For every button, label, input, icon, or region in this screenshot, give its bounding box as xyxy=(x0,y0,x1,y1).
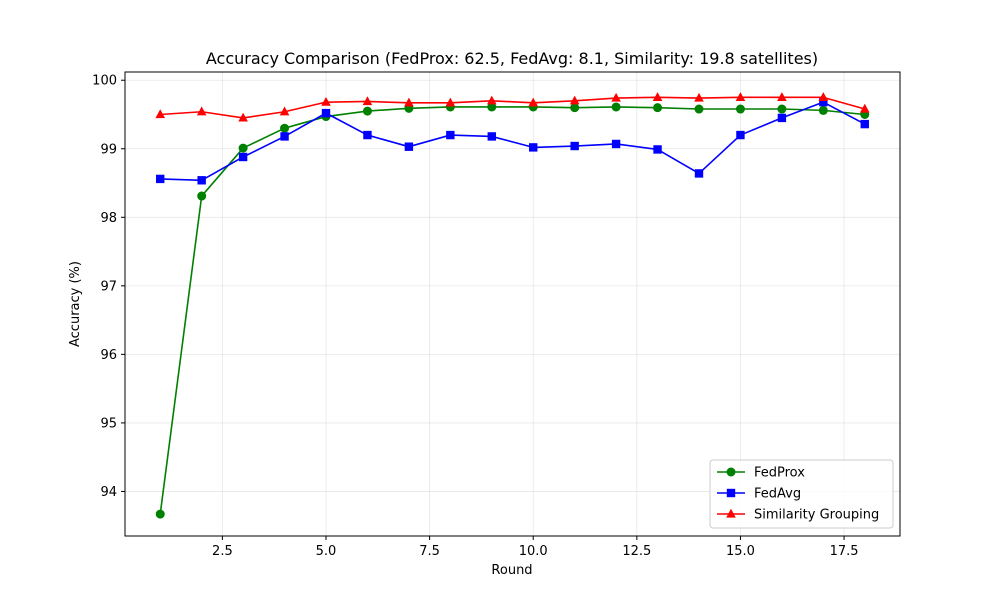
legend-label-fedavg: FedAvg xyxy=(754,487,801,502)
legend-label-fedprox: FedProx xyxy=(754,466,805,481)
data-point-fedavg xyxy=(819,97,828,107)
data-point-similarity-grouping xyxy=(694,92,704,102)
x-tick-label: 7.5 xyxy=(419,544,440,559)
data-point-fedavg xyxy=(404,142,414,151)
legend-marker-fedavg xyxy=(726,488,736,498)
y-tick-label: 98 xyxy=(100,211,117,226)
data-point-similarity-grouping xyxy=(445,97,456,107)
data-point-fedavg xyxy=(197,176,206,185)
legend-box xyxy=(709,459,894,529)
y-tick-label: 100 xyxy=(92,74,117,89)
data-point-fedavg xyxy=(487,132,496,141)
data-point-similarity-grouping xyxy=(528,97,539,107)
series-line-fedprox xyxy=(159,106,865,515)
data-point-fedavg xyxy=(653,145,662,154)
data-point-fedprox xyxy=(362,106,372,116)
data-point-fedavg xyxy=(238,152,248,162)
data-point-fedavg xyxy=(860,119,869,129)
data-point-fedprox xyxy=(694,104,704,114)
series-similarity-grouping xyxy=(155,92,870,122)
x-tick-label: 17.5 xyxy=(830,544,859,559)
series-fedavg xyxy=(156,97,869,185)
y-tick-label: 99 xyxy=(100,142,117,157)
x-tick-label: 12.5 xyxy=(622,544,651,559)
x-tick-label: 2.5 xyxy=(212,544,233,559)
data-point-fedprox xyxy=(238,143,248,153)
y-tick-label: 95 xyxy=(100,416,117,431)
data-point-similarity-grouping xyxy=(196,106,207,116)
data-point-similarity-grouping xyxy=(652,92,663,101)
data-point-fedprox xyxy=(653,103,663,113)
data-point-similarity-grouping xyxy=(777,92,787,101)
data-point-similarity-grouping xyxy=(155,109,166,119)
data-point-similarity-grouping xyxy=(404,97,414,107)
data-point-fedprox xyxy=(570,103,580,113)
data-point-fedavg xyxy=(280,132,289,141)
data-point-similarity-grouping xyxy=(486,95,497,105)
legend-entry-fedprox: FedProx xyxy=(717,466,805,481)
data-point-fedavg xyxy=(529,143,538,152)
data-point-fedprox xyxy=(777,104,787,114)
legend-entry-similarity-grouping: Similarity Grouping xyxy=(717,508,879,523)
grid-lines xyxy=(125,72,900,536)
legend-marker-similarity-grouping xyxy=(726,508,736,518)
y-tick-label: 97 xyxy=(100,279,117,294)
data-point-fedavg xyxy=(446,130,455,140)
series-layer xyxy=(155,92,870,519)
plot-frame xyxy=(124,71,901,537)
y-axis-title: Accuracy (%) xyxy=(68,261,83,347)
legend: FedProx FedAvg Similarity Grouping xyxy=(709,459,894,529)
data-point-similarity-grouping xyxy=(279,106,290,116)
data-point-similarity-grouping xyxy=(818,92,829,101)
y-tick-label: 96 xyxy=(100,348,117,363)
x-tick-label: 10.0 xyxy=(519,544,548,559)
x-tick-label: 15.0 xyxy=(726,544,755,559)
legend-marker-fedprox xyxy=(726,467,736,477)
axis-ticks: 2.5 5.0 7.5 10.0 12.5 15.0 17.5 94 95 96 97 98 99 100 xyxy=(92,74,858,559)
x-axis-title: Round xyxy=(491,563,532,578)
y-tick-label: 94 xyxy=(100,485,117,500)
data-point-similarity-grouping xyxy=(238,112,248,122)
data-point-fedavg xyxy=(156,174,165,184)
data-point-fedprox xyxy=(611,102,621,112)
data-point-fedavg xyxy=(736,130,745,140)
x-tick-label: 5.0 xyxy=(316,544,337,559)
data-point-fedavg xyxy=(611,139,621,149)
data-point-fedavg xyxy=(321,108,331,118)
data-point-similarity-grouping xyxy=(611,92,621,102)
data-point-fedavg xyxy=(363,130,372,140)
data-point-fedprox xyxy=(155,509,165,519)
data-point-similarity-grouping xyxy=(321,96,331,106)
data-point-fedprox xyxy=(197,191,207,201)
data-point-similarity-grouping xyxy=(735,92,746,101)
data-point-fedavg xyxy=(694,169,704,178)
series-line-fedavg xyxy=(160,101,866,182)
data-point-similarity-grouping xyxy=(569,95,580,105)
chart-title: Accuracy Comparison (FedProx: 62.5, FedA… xyxy=(206,49,818,68)
data-point-fedprox xyxy=(487,102,497,112)
legend-label-similarity-grouping: Similarity Grouping xyxy=(754,508,879,523)
data-point-fedavg xyxy=(570,141,579,151)
legend-entry-fedavg: FedAvg xyxy=(717,487,801,502)
data-point-similarity-grouping xyxy=(859,103,870,113)
series-line-similarity-grouping xyxy=(160,96,865,119)
data-point-fedprox xyxy=(735,104,745,114)
data-point-fedprox xyxy=(818,105,828,115)
data-point-similarity-grouping xyxy=(362,96,373,106)
data-point-fedprox xyxy=(280,123,290,133)
data-point-fedavg xyxy=(777,113,787,123)
